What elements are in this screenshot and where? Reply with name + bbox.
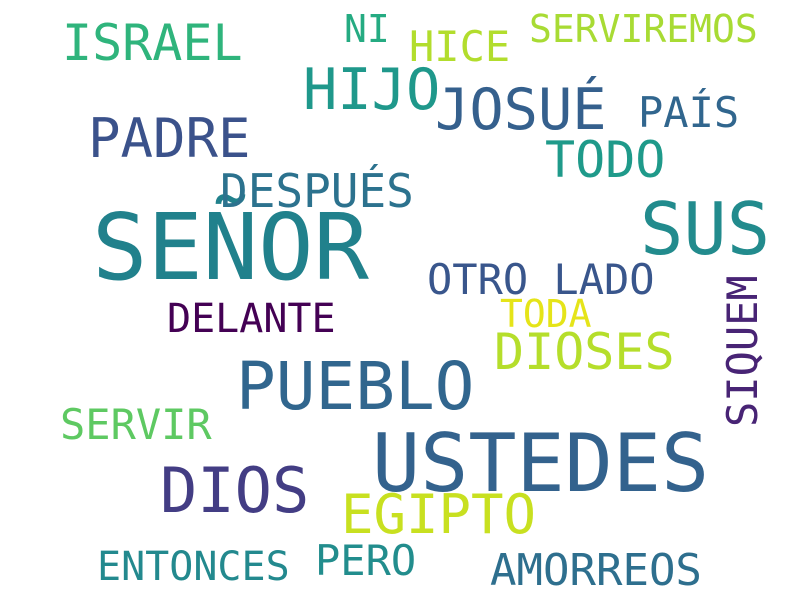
word-senor: SEÑOR: [92, 194, 369, 301]
word-siquem: SIQUEM: [718, 275, 767, 427]
word-sus: SUS: [640, 187, 771, 271]
word-hijo: HIJO: [303, 57, 441, 123]
word-todo: TODO: [545, 131, 666, 189]
word-amorreos: AMORREOS: [490, 545, 702, 596]
word-hice: HICE: [409, 22, 511, 71]
word-serviremos: SERVIREMOS: [529, 7, 758, 51]
word-pais: PAÍS: [638, 88, 740, 137]
word-pero: PERO: [315, 536, 417, 585]
word-josue: JOSUÉ: [435, 77, 607, 143]
word-toda: TODA: [500, 292, 592, 336]
word-egipto: EGIPTO: [341, 483, 537, 546]
word-pueblo: PUEBLO: [236, 348, 475, 425]
word-ni: NI: [344, 7, 390, 51]
word-despues: DESPUÉS: [220, 164, 414, 218]
word-delante: DELANTE: [167, 296, 336, 342]
word-servir: SERVIR: [60, 400, 212, 449]
word-padre: PADRE: [88, 107, 251, 170]
word-ustedes: USTEDES: [372, 417, 710, 510]
word-israel: ISRAEL: [62, 14, 243, 72]
word-dioses: DIOSES: [494, 323, 675, 381]
word-otro-lado: OTRO LADO: [427, 255, 655, 304]
word-dios: DIOS: [160, 454, 310, 527]
word-entonces: ENTONCES: [97, 544, 290, 590]
